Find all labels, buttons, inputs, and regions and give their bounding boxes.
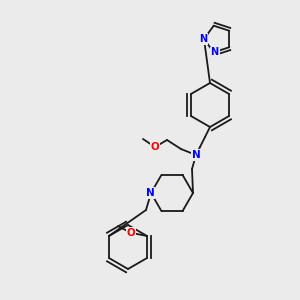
Text: N: N <box>211 47 219 57</box>
Text: O: O <box>151 142 159 152</box>
Text: N: N <box>192 150 200 160</box>
Text: O: O <box>127 228 135 238</box>
Text: N: N <box>146 188 154 198</box>
Text: N: N <box>199 34 207 44</box>
